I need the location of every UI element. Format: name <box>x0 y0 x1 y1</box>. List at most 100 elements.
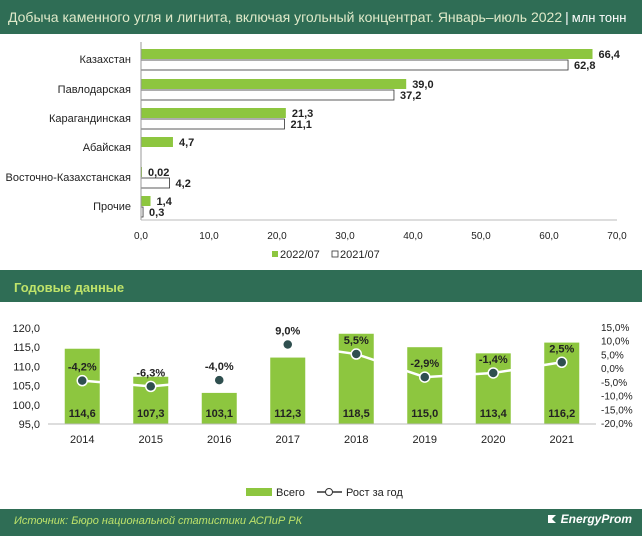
year-label-2021: 2021 <box>550 434 574 446</box>
unit-label: млн тонн <box>571 10 627 25</box>
bar-2021-2 <box>140 118 285 130</box>
legend-label-total: Всего <box>276 487 305 499</box>
year-label-2018: 2018 <box>344 434 368 446</box>
brand-logo: EnergyProm <box>546 512 632 526</box>
x-tick-label-6: 60,0 <box>539 231 559 242</box>
bar-label-2022-4: 0,02 <box>148 167 169 179</box>
legend-label-growth: Рост за год <box>346 487 403 499</box>
year-label-2015: 2015 <box>139 434 163 446</box>
bar-label-2022-3: 4,7 <box>179 137 194 149</box>
year-label-2014: 2014 <box>70 434 94 446</box>
x-tick-label-5: 50,0 <box>471 231 491 242</box>
category-label-5: Прочие <box>93 201 131 213</box>
annual-bar-label-2019: 115,0 <box>411 408 438 420</box>
year-label-2019: 2019 <box>413 434 437 446</box>
brand-name: EnergyProm <box>560 512 632 526</box>
bar-2022-2 <box>141 108 286 118</box>
left-tick-label-1: 100,0 <box>12 400 40 412</box>
x-tick-label-3: 30,0 <box>335 231 355 242</box>
legend-label-2021: 2021/07 <box>340 249 380 261</box>
category-label-1: Павлодарская <box>58 84 131 96</box>
growth-point-2017 <box>282 338 294 351</box>
x-tick-label-2: 20,0 <box>267 231 287 242</box>
bar-2022-3 <box>141 137 173 147</box>
bar-label-2021-1: 37,2 <box>400 90 421 102</box>
legend-marker-growth <box>325 488 333 496</box>
right-tick-label-3: 0,0% <box>601 364 624 375</box>
horizontal-bar-panel: Казахстан 66,4 62,8 Павлодарская 39,0 37,2 Кар… <box>0 34 642 270</box>
brand-mark-icon <box>547 515 556 523</box>
growth-label-2020: -1,4% <box>479 354 508 366</box>
left-tick-label-4: 115,0 <box>13 342 40 354</box>
legend-label-2022: 2022/07 <box>280 249 320 261</box>
horizontal-bar-chart: Казахстан 66,4 62,8 Павлодарская 39,037,2 Кар… <box>5 42 627 261</box>
chart-title: Добыча каменного угля и лигнита, включая… <box>8 9 626 25</box>
growth-point-2018 <box>350 348 362 360</box>
bar-label-2021-2: 21,1 <box>290 119 311 131</box>
category-label-0: Казахстан <box>79 54 131 66</box>
right-tick-label-7: -20,0% <box>601 419 633 430</box>
annual-combo-chart: 95,0 100,0 105,0 110,0 115,0 120,0 15,0% 10,0% 5… <box>12 323 633 499</box>
bar-2022-5 <box>141 196 151 206</box>
growth-point-2020 <box>487 367 499 379</box>
growth-label-2014: -4,2% <box>68 362 97 374</box>
annual-bar-label-2014: 114,6 <box>69 408 96 420</box>
bar-2021-4 <box>140 177 170 189</box>
annual-bar-2021 <box>544 342 580 424</box>
bar-label-2022-5: 1,4 <box>157 196 173 208</box>
growth-label-2019: -2,9% <box>410 358 439 370</box>
annual-bar-2017 <box>270 357 306 424</box>
annual-bar-2016 <box>201 392 237 424</box>
category-label-2: Карагандинская <box>49 113 131 125</box>
growth-point-2015 <box>145 380 157 393</box>
bar-label-2021-4: 4,2 <box>176 178 191 190</box>
growth-line <box>82 343 562 388</box>
right-tick-label-4: -5,0% <box>601 378 627 389</box>
header-bar <box>0 0 642 34</box>
left-tick-label-5: 120,0 <box>12 323 40 335</box>
chart-title-text: Добыча каменного угля и лигнита, включая… <box>8 9 563 25</box>
year-label-2020: 2020 <box>481 434 505 446</box>
year-label-2016: 2016 <box>207 434 231 446</box>
bar-label-2022-2: 21,3 <box>292 108 313 120</box>
left-tick-label-2: 105,0 <box>12 381 40 393</box>
right-tick-label-2: 5,0% <box>601 350 624 361</box>
annual-bar-label-2020: 113,4 <box>480 408 508 420</box>
x-tick-label-4: 40,0 <box>403 231 423 242</box>
growth-label-2017: 9,0% <box>275 325 300 337</box>
growth-label-2021: 2,5% <box>549 343 574 355</box>
x-tick-label-7: 70,0 <box>607 231 627 242</box>
right-tick-label-6: -15,0% <box>601 405 633 416</box>
annual-bar-label-2016: 103,1 <box>205 408 233 420</box>
bar-2021-1 <box>140 89 395 101</box>
growth-point-2021 <box>556 356 568 369</box>
legend-swatch-total <box>246 488 272 496</box>
annual-bar-2020 <box>475 353 511 424</box>
year-label-2017: 2017 <box>276 434 300 446</box>
growth-label-2018: 5,5% <box>344 335 369 347</box>
annual-bar-label-2018: 118,5 <box>343 408 370 420</box>
bar-2022-0 <box>141 49 593 59</box>
right-tick-label-0: 15,0% <box>601 323 629 334</box>
title-separator: | <box>565 9 569 25</box>
bar-label-2021-5: 0,3 <box>149 207 164 219</box>
growth-point-2016 <box>213 374 225 386</box>
bar-label-2022-0: 66,4 <box>599 49 621 61</box>
growth-point-2019 <box>419 371 431 383</box>
bar-2021-0 <box>140 59 569 71</box>
x-tick-label-0: 0,0 <box>134 231 148 242</box>
source-note: Источник: Бюро национальной статистики А… <box>14 515 303 527</box>
annual-chart-panel: 95,0 100,0 105,0 110,0 115,0 120,0 15,0% 10,0% 5… <box>0 302 642 509</box>
right-tick-label-5: -10,0% <box>601 392 633 403</box>
annual-bar-2019 <box>407 347 443 424</box>
legend-swatch-2021 <box>331 250 339 258</box>
legend-swatch-2022 <box>272 251 278 257</box>
bar-2022-1 <box>141 79 407 89</box>
bar-label-2021-0: 62,8 <box>574 60 595 72</box>
x-tick-label-1: 10,0 <box>199 231 219 242</box>
category-label-3: Абайская <box>83 142 131 154</box>
growth-label-2015: -6,3% <box>136 367 165 379</box>
right-tick-label-1: 10,0% <box>601 337 629 348</box>
left-tick-label-0: 95,0 <box>19 419 40 431</box>
section-title: Годовые данные <box>14 280 125 295</box>
